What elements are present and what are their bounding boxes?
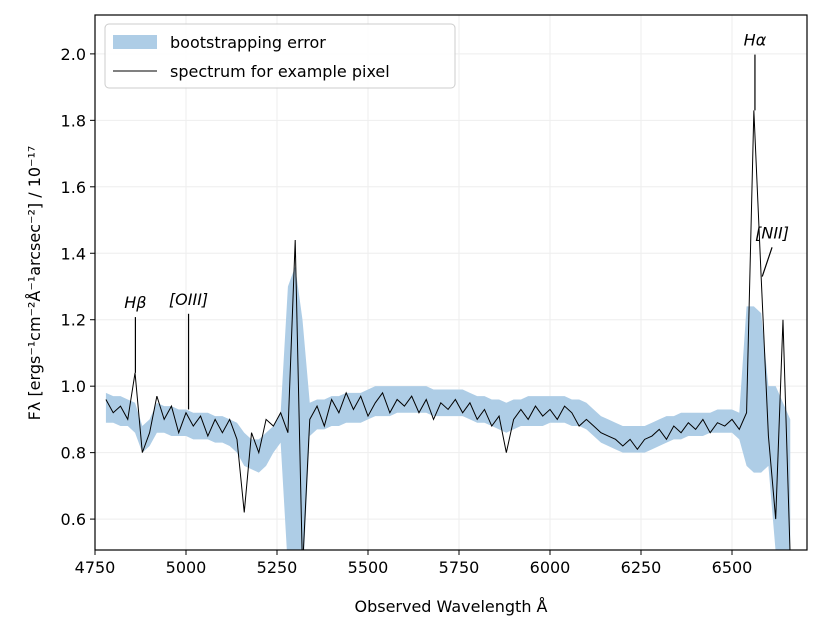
- spectrum-line: [105, 110, 791, 550]
- annotation-label: [NII]: [755, 223, 789, 242]
- x-tick-label: 6250: [621, 558, 662, 577]
- y-tick-label: 2.0: [61, 45, 86, 64]
- x-tick-label: 5250: [257, 558, 298, 577]
- x-tick-label: 5000: [166, 558, 207, 577]
- x-tick-label: 5500: [348, 558, 389, 577]
- y-tick-label: 0.8: [61, 444, 86, 463]
- x-tick-label: 6000: [530, 558, 571, 577]
- annotation-label: Hα: [744, 31, 767, 50]
- x-tick-label: 6500: [712, 558, 753, 577]
- x-tick-label: 4750: [75, 558, 116, 577]
- legend: bootstrapping error spectrum for example …: [104, 23, 456, 89]
- plot-frame: [94, 14, 808, 551]
- error-band: [105, 266, 791, 550]
- y-tick-label: 1.6: [61, 178, 86, 197]
- y-tick-label: 1.0: [61, 377, 86, 396]
- legend-label: spectrum for example pixel: [170, 62, 390, 81]
- y-axis-label: Fλ [ergs⁻¹cm⁻²Å⁻¹arcsec⁻²] / 10⁻¹⁷: [25, 146, 44, 421]
- x-tick-label: 5750: [439, 558, 480, 577]
- y-tick-label: 1.2: [61, 311, 86, 330]
- annotation-label: [OIII]: [169, 290, 208, 309]
- plot-area: [105, 110, 791, 550]
- y-tick-label: 0.6: [61, 510, 86, 529]
- y-tick-label: 1.8: [61, 111, 86, 130]
- annotation-line: [761, 247, 773, 277]
- legend-label: bootstrapping error: [170, 33, 326, 52]
- y-tick-label: 1.4: [61, 244, 86, 263]
- legend-swatch: [113, 35, 157, 49]
- legend-box: [104, 23, 456, 89]
- annotation-label: Hβ: [124, 293, 146, 312]
- x-axis-label: Observed Wavelength Å: [354, 597, 547, 616]
